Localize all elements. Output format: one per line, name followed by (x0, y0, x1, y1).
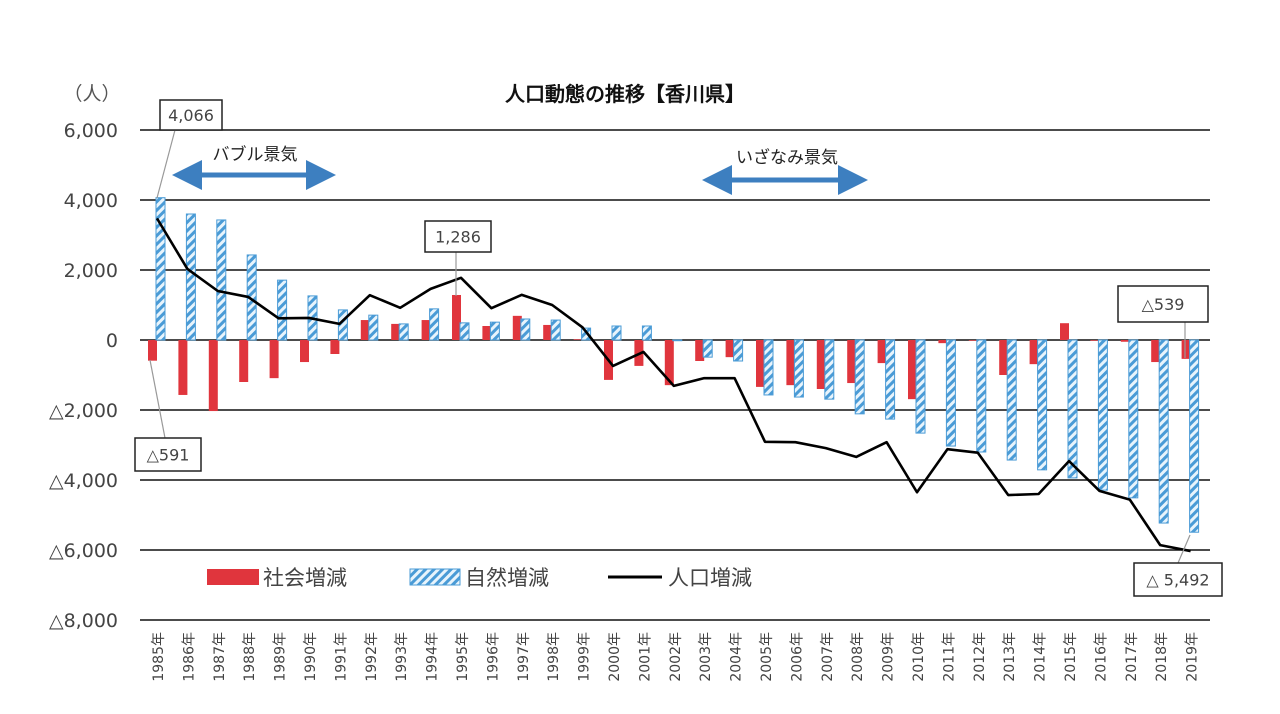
bar-natural-2007年 (825, 340, 834, 399)
legend-label: 社会増減 (263, 566, 347, 590)
y-tick-label: △6,000 (49, 540, 118, 562)
bar-social-1990年 (300, 340, 309, 362)
x-tick-label: 1991年 (333, 632, 349, 682)
x-tick-label: 1998年 (546, 632, 562, 682)
x-tick-label: 2002年 (668, 632, 684, 682)
bar-social-1985年 (148, 340, 157, 361)
y-tick-label: △2,000 (49, 400, 118, 422)
bar-natural-1986年 (186, 214, 195, 340)
line-total-population (157, 218, 1191, 551)
x-tick-label: 2008年 (850, 632, 866, 682)
bar-natural-2013年 (1007, 340, 1016, 460)
x-tick-label: 2017年 (1124, 632, 1140, 682)
bar-natural-2015年 (1068, 340, 1077, 478)
x-tick-label: 1989年 (273, 632, 289, 682)
x-tick-label: 1995年 (455, 632, 471, 682)
bar-social-1991年 (330, 340, 339, 354)
x-tick-label: 2003年 (698, 632, 714, 682)
bar-natural-2018年 (1159, 340, 1168, 523)
bar-natural-2003年 (703, 340, 712, 357)
x-tick-label: 1992年 (364, 632, 380, 682)
x-tick-label: 2000年 (607, 632, 623, 682)
bar-natural-2001年 (642, 326, 651, 340)
period-label: バブル景気 (213, 144, 298, 165)
x-tick-label: 1993年 (394, 632, 410, 682)
callout-label: △ 5,492 (1146, 571, 1209, 590)
y-tick-label: △4,000 (49, 470, 118, 492)
bar-natural-2004年 (734, 340, 743, 361)
bar-natural-1987年 (217, 220, 226, 340)
x-tick-label: 1999年 (577, 632, 593, 682)
legend-label: 人口増減 (668, 566, 752, 590)
x-tick-label: 2012年 (972, 632, 988, 682)
callout-label: 4,066 (168, 106, 214, 125)
x-tick-label: 2016年 (1093, 632, 1109, 682)
x-tick-label: 2011年 (941, 632, 957, 682)
x-tick-label: 2007年 (820, 632, 836, 682)
bar-natural-1997年 (521, 319, 530, 340)
x-tick-label: 1988年 (242, 632, 258, 682)
y-tick-label: 6,000 (64, 120, 118, 142)
x-tick-label: 2019年 (1185, 632, 1201, 682)
x-tick-label: 1985年 (151, 632, 167, 682)
bar-natural-2006年 (794, 340, 803, 397)
callout-label: △591 (147, 446, 190, 465)
y-tick-label: 4,000 (64, 190, 118, 212)
bar-social-1989年 (270, 340, 279, 378)
x-tick-label: 1996年 (485, 632, 501, 682)
bar-natural-2009年 (886, 340, 895, 419)
bar-social-2015年 (1060, 323, 1069, 340)
bar-natural-1995年 (460, 323, 469, 340)
callout-leader (157, 130, 175, 198)
legend-swatch-social (207, 569, 259, 585)
period-label: いざなみ景気 (736, 147, 838, 168)
x-tick-label: 2004年 (729, 632, 745, 682)
x-tick-label: 2005年 (759, 632, 775, 682)
x-tick-label: 2013年 (1002, 632, 1018, 682)
legend-swatch-natural (410, 569, 460, 585)
x-tick-label: 1990年 (303, 632, 319, 682)
y-tick-label: 2,000 (64, 260, 118, 282)
bar-natural-2010年 (916, 340, 925, 433)
x-tick-label: 2015年 (1063, 632, 1079, 682)
x-tick-label: 1994年 (425, 632, 441, 682)
bar-natural-2005年 (764, 340, 773, 395)
x-tick-label: 1997年 (516, 632, 532, 682)
y-axis-unit: （人） (63, 83, 120, 105)
bar-natural-2014年 (1038, 340, 1047, 470)
bar-natural-2012年 (977, 340, 986, 452)
x-tick-label: 2018年 (1154, 632, 1170, 682)
x-tick-label: 2001年 (637, 632, 653, 682)
bar-natural-1994年 (430, 309, 439, 340)
bar-natural-1993年 (399, 324, 408, 340)
bar-natural-2016年 (1098, 340, 1107, 490)
x-tick-label: 2006年 (789, 632, 805, 682)
bar-natural-2019年 (1190, 340, 1199, 532)
bar-natural-2008年 (855, 340, 864, 414)
bar-social-1988年 (239, 340, 248, 382)
callout-leader (150, 360, 165, 438)
chart-title: 人口動態の推移【香川県】 (505, 82, 745, 106)
bar-social-1986年 (178, 340, 187, 395)
y-tick-label: △8,000 (49, 610, 118, 632)
callout-label: △539 (1142, 295, 1185, 314)
x-tick-label: 1986年 (181, 632, 197, 682)
bar-natural-1996年 (490, 322, 499, 340)
bar-natural-2002年 (673, 340, 682, 341)
x-tick-label: 2014年 (1033, 632, 1049, 682)
bar-social-1987年 (209, 340, 218, 411)
bar-natural-1992年 (369, 315, 378, 340)
bar-natural-1998年 (551, 320, 560, 340)
callout-label: 1,286 (435, 228, 481, 247)
bar-natural-2000年 (612, 326, 621, 340)
x-tick-label: 2010年 (911, 632, 927, 682)
bar-natural-1989年 (278, 280, 287, 340)
bar-natural-2017年 (1129, 340, 1138, 498)
bar-natural-2011年 (946, 340, 955, 446)
legend-label: 自然増減 (465, 566, 549, 590)
y-tick-label: 0 (106, 330, 118, 352)
x-tick-label: 2009年 (881, 632, 897, 682)
x-tick-label: 1987年 (212, 632, 228, 682)
